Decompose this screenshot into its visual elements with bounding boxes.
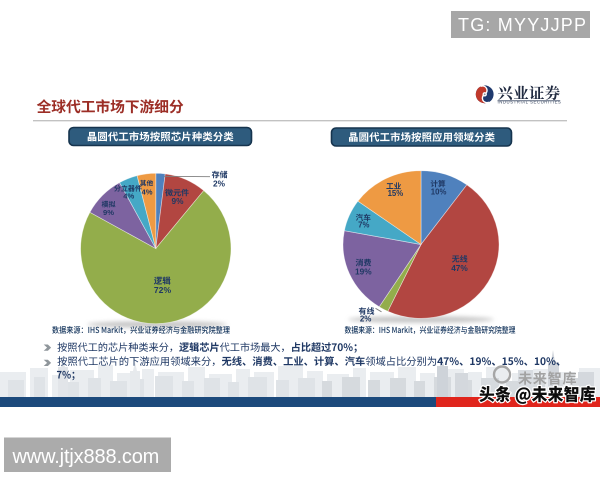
svg-text:9%: 9% bbox=[172, 196, 185, 206]
svg-text:www.jtjx888.com: www.jtjx888.com bbox=[12, 446, 160, 468]
svg-text:INDUSTRIAL SECURITIES: INDUSTRIAL SECURITIES bbox=[498, 100, 562, 105]
svg-text:4%: 4% bbox=[123, 192, 134, 201]
svg-text:TG: MYYJJPP: TG: MYYJJPP bbox=[458, 15, 587, 35]
svg-text:4%: 4% bbox=[142, 188, 153, 197]
svg-text:9%: 9% bbox=[103, 208, 114, 217]
svg-text:72%: 72% bbox=[154, 285, 172, 295]
svg-text:7%: 7% bbox=[358, 220, 369, 229]
svg-text:19%: 19% bbox=[355, 267, 372, 277]
svg-text:15%: 15% bbox=[388, 189, 404, 198]
svg-text:2%: 2% bbox=[360, 315, 372, 324]
svg-text:10%: 10% bbox=[431, 188, 447, 197]
svg-text:47%: 47% bbox=[451, 263, 468, 273]
svg-text:2%: 2% bbox=[213, 178, 226, 188]
